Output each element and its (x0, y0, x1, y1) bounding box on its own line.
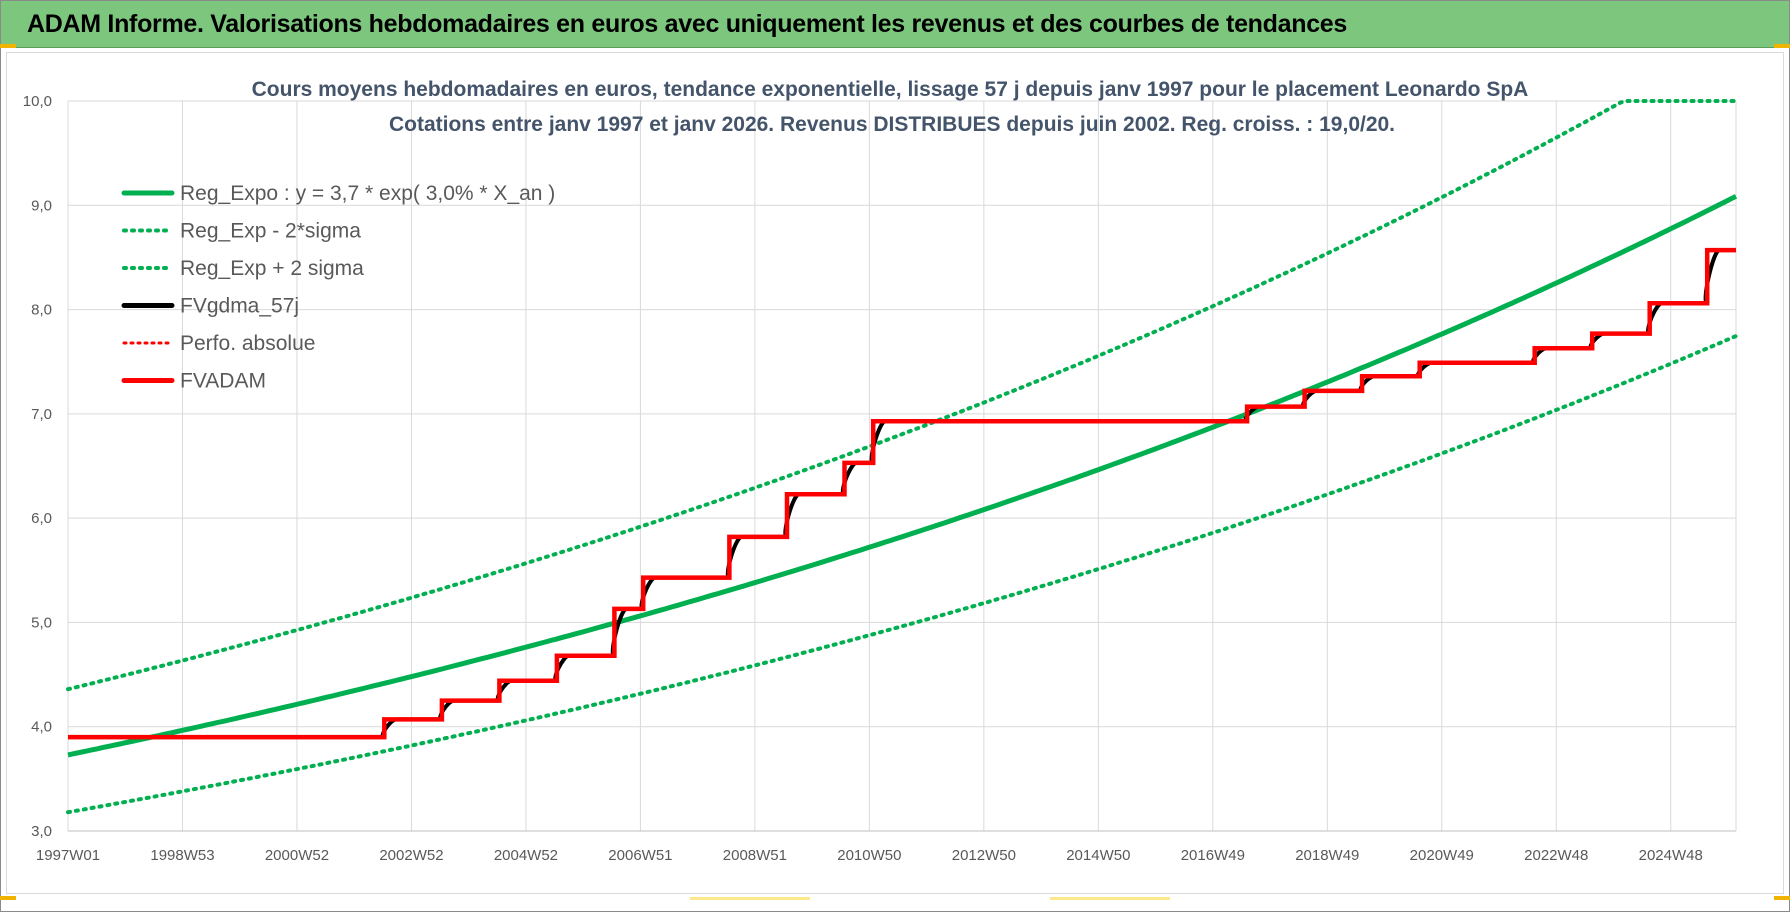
x-tick-label: 2016W49 (1181, 847, 1245, 864)
corner-marker-bottom-right (1774, 896, 1790, 900)
x-tick-label: 2000W52 (265, 847, 329, 864)
x-axis-ticks: 1997W01 1998W53 2000W52 2002W52 2004W52 2006W… (36, 847, 1703, 864)
grid (67, 100, 1737, 832)
report-banner: ADAM Informe. Valorisations hebdomadaire… (1, 1, 1789, 48)
y-tick-label: 5,0 (31, 614, 52, 631)
legend: Reg_Expo : y = 3,7 * exp( 3,0% * X_an ) R… (121, 182, 555, 393)
selection-highlight (1050, 897, 1170, 900)
x-tick-label: 2002W52 (379, 847, 443, 864)
x-tick-label: 2010W50 (837, 847, 901, 864)
series-fvadam (68, 247, 1736, 740)
x-tick-label: 2022W48 (1524, 847, 1588, 864)
report-title: ADAM Informe. Valorisations hebdomadaire… (27, 10, 1348, 38)
y-tick-label: 4,0 (31, 719, 52, 736)
y-tick-label: 7,0 (31, 406, 52, 423)
y-tick-label: 9,0 (31, 197, 52, 214)
chart-title-line-1: Cours moyens hebdomadaires en euros, ten… (252, 78, 1529, 101)
y-tick-label: 8,0 (31, 302, 52, 319)
series-reg-expo (67, 194, 1738, 758)
chart-area[interactable] (6, 52, 1784, 894)
x-tick-label: 1998W53 (150, 847, 214, 864)
corner-marker-top-left (0, 44, 16, 48)
selection-highlight (690, 897, 810, 900)
legend-label: Reg_Expo : y = 3,7 * exp( 3,0% * X_an ) (180, 182, 555, 205)
legend-label: FVgdma_57j (180, 295, 299, 318)
x-tick-label: 2008W51 (723, 847, 787, 864)
legend-label: Reg_Exp - 2*sigma (180, 220, 361, 243)
x-tick-label: 2020W49 (1410, 847, 1474, 864)
legend-label: Reg_Exp + 2 sigma (180, 257, 364, 280)
series-reg-exp-plus-2sigma (66, 99, 1738, 692)
legend-label: Perfo. absolue (180, 332, 315, 355)
y-tick-label: 3,0 (31, 823, 52, 840)
x-tick-label: 2004W52 (494, 847, 558, 864)
x-tick-label: 2012W50 (952, 847, 1016, 864)
legend-label: FVADAM (180, 370, 266, 393)
y-tick-label: 6,0 (31, 510, 52, 527)
x-tick-label: 2006W51 (608, 847, 672, 864)
y-tick-label: 10,0 (23, 93, 52, 110)
series-fvgdma-57j (68, 248, 1736, 740)
x-tick-label: 2018W49 (1295, 847, 1359, 864)
corner-marker-top-right (1774, 44, 1790, 48)
y-axis-ticks: 3,0 4,0 5,0 6,0 7,0 8,0 9,0 10,0 (23, 93, 52, 840)
x-tick-label: 2024W48 (1639, 847, 1703, 864)
series-reg-exp-minus-2sigma (66, 334, 1738, 815)
corner-marker-bottom-left (0, 896, 16, 900)
plot-series (66, 99, 1738, 815)
x-tick-label: 1997W01 (36, 847, 100, 864)
chart-title-line-2: Cotations entre janv 1997 et janv 2026. … (389, 113, 1395, 136)
x-tick-label: 2014W50 (1066, 847, 1130, 864)
